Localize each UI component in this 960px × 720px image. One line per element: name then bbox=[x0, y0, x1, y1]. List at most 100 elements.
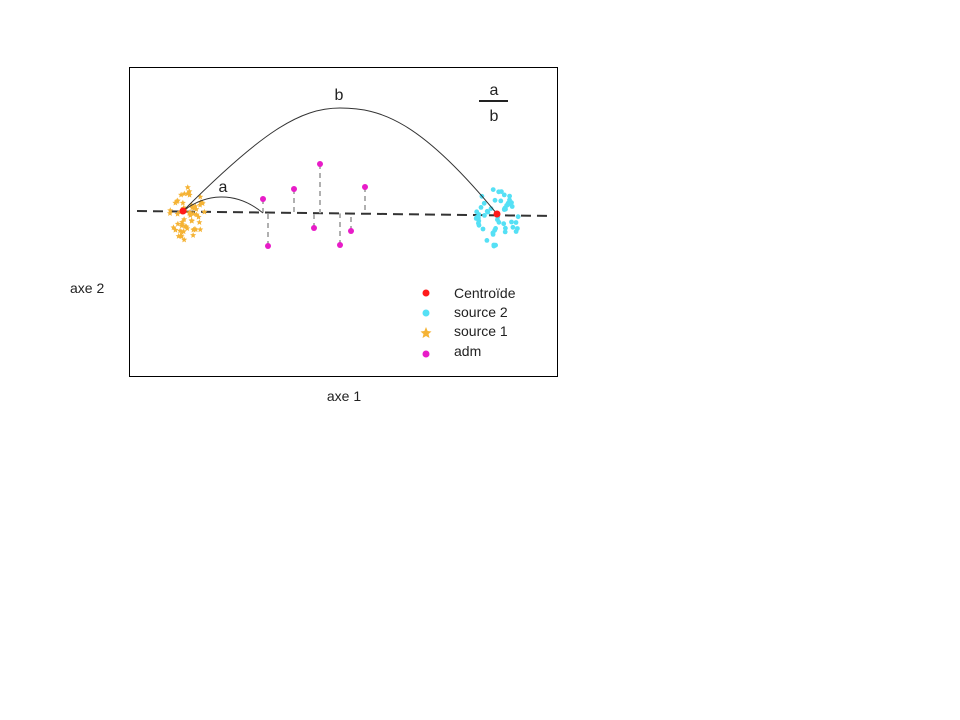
source-2-point bbox=[505, 202, 511, 208]
source-2-point bbox=[515, 214, 521, 220]
legend-source-2-marker bbox=[422, 309, 430, 317]
source-2-point bbox=[510, 224, 516, 230]
source-1-point bbox=[196, 219, 203, 225]
source-2-point bbox=[482, 213, 487, 218]
source-2-point bbox=[501, 221, 507, 227]
source-1-point bbox=[172, 199, 179, 206]
x-axis-label: axe 1 bbox=[327, 388, 361, 404]
legend-centroid-marker bbox=[422, 289, 430, 297]
ratio-denominator: b bbox=[490, 108, 499, 125]
source-1-point bbox=[190, 210, 197, 217]
legend-centroid-label: Centroïde bbox=[454, 285, 516, 301]
source-1-point bbox=[191, 226, 198, 232]
source-2-point bbox=[478, 205, 484, 210]
source-1-point bbox=[181, 190, 188, 197]
plot-frame bbox=[129, 67, 558, 377]
source-2-point bbox=[484, 238, 490, 243]
source-1-point bbox=[197, 226, 204, 233]
source-1-point bbox=[179, 199, 186, 206]
legend-source-1-marker bbox=[420, 327, 432, 338]
source-2-point bbox=[495, 217, 500, 223]
source-1-point bbox=[178, 233, 185, 240]
adm-point bbox=[317, 161, 323, 167]
ratio-numerator: a bbox=[490, 82, 499, 99]
arc-b-label: b bbox=[335, 87, 344, 104]
arc-a-label: a bbox=[219, 179, 228, 196]
source-1-point bbox=[201, 208, 208, 215]
source-2-point bbox=[509, 219, 514, 225]
legend-source-2-label: source 2 bbox=[454, 304, 508, 320]
adm-point bbox=[337, 242, 343, 248]
source-1-point bbox=[186, 188, 193, 195]
source-2-point bbox=[492, 197, 498, 203]
source-1-point bbox=[197, 201, 204, 208]
source-2-point bbox=[515, 226, 520, 231]
source-1-point bbox=[180, 228, 187, 235]
legend-adm-marker bbox=[422, 350, 430, 358]
source-1-point bbox=[174, 210, 181, 217]
dashed-axis-line bbox=[136, 210, 554, 217]
source-1-point bbox=[197, 193, 204, 200]
source-1-point bbox=[187, 212, 194, 218]
source-1-point bbox=[186, 209, 193, 215]
source-2-point bbox=[488, 206, 494, 212]
source-2-point bbox=[480, 226, 486, 232]
source-2-point bbox=[503, 225, 508, 231]
source-2-point bbox=[496, 189, 502, 195]
source-1-point bbox=[184, 184, 191, 190]
source-2-point bbox=[493, 226, 498, 231]
source-1-point bbox=[184, 190, 191, 197]
adm-point bbox=[348, 228, 354, 234]
source-2-point bbox=[513, 220, 519, 225]
source-2-point bbox=[509, 204, 515, 209]
adm-point bbox=[260, 196, 266, 202]
centroid-source-1 bbox=[179, 207, 187, 215]
source-2-point bbox=[490, 187, 496, 193]
source-1-point bbox=[195, 213, 202, 220]
source-1-point bbox=[193, 211, 200, 218]
source-1-point bbox=[189, 204, 196, 211]
source-1-point bbox=[188, 217, 195, 224]
source-1-point bbox=[170, 224, 177, 231]
legend-source-1-label: source 1 bbox=[454, 323, 508, 339]
source-2-point bbox=[491, 242, 497, 248]
y-axis-label: axe 2 bbox=[70, 280, 104, 296]
source-2-point bbox=[474, 215, 480, 220]
source-2-point bbox=[507, 197, 512, 203]
source-1-point bbox=[181, 236, 188, 243]
adm-point bbox=[265, 243, 271, 249]
source-1-point bbox=[184, 225, 191, 231]
source-1-point bbox=[179, 221, 186, 227]
source-1-point bbox=[181, 216, 188, 222]
adm-point bbox=[362, 184, 368, 190]
source-1-point bbox=[174, 197, 181, 204]
source-1-point bbox=[174, 220, 181, 227]
source-1-point bbox=[193, 206, 200, 212]
arc-a bbox=[182, 196, 264, 214]
source-2-point bbox=[502, 229, 508, 235]
source-2-point bbox=[481, 200, 487, 206]
source-1-point bbox=[190, 232, 197, 238]
source-2-cluster bbox=[473, 187, 521, 249]
adm-point bbox=[311, 225, 317, 231]
adm-point bbox=[291, 186, 297, 192]
adm-points bbox=[260, 161, 368, 249]
legend-adm-label: adm bbox=[454, 343, 481, 359]
source-2-point bbox=[501, 192, 507, 198]
source-1-point bbox=[178, 228, 185, 235]
legend: Centroïde source 2 source 1 adm bbox=[420, 285, 516, 359]
source-1-point bbox=[198, 199, 205, 206]
source-1-point bbox=[167, 207, 174, 214]
source-2-point bbox=[485, 209, 491, 215]
source-2-point bbox=[490, 230, 496, 236]
source-1-point bbox=[175, 233, 182, 239]
source-1-point bbox=[172, 226, 179, 233]
source-1-point bbox=[186, 191, 193, 198]
arc-b bbox=[182, 107, 498, 215]
source-2-point bbox=[507, 193, 512, 199]
source-2-point bbox=[498, 198, 504, 204]
source-2-point bbox=[501, 207, 507, 212]
source-1-point bbox=[177, 227, 184, 234]
source-1-point bbox=[166, 210, 173, 216]
